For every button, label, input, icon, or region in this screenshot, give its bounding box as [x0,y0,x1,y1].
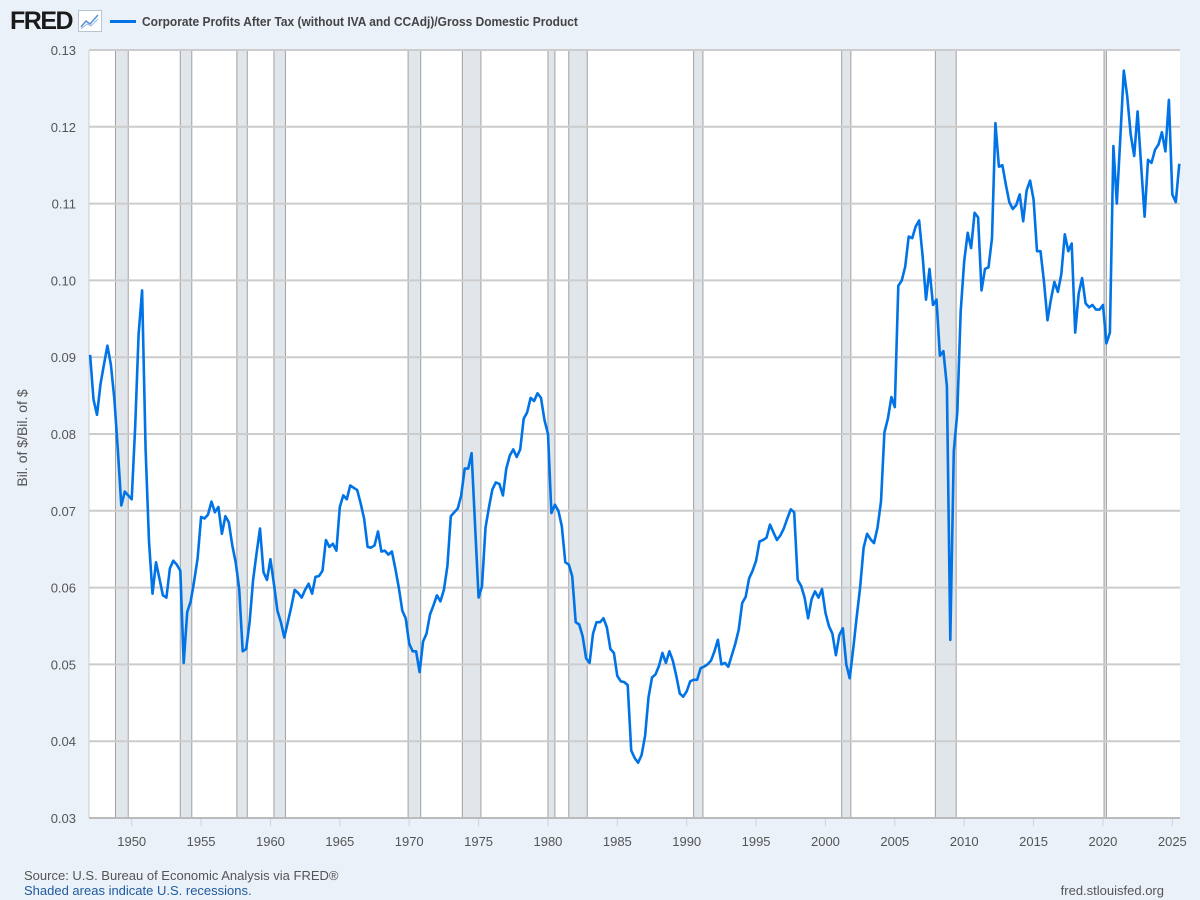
x-tick-label: 2025 [1158,834,1187,849]
x-tick-label: 1950 [117,834,146,849]
y-tick-label: 0.06 [51,581,76,596]
legend-swatch [110,19,137,23]
x-tick-label: 2010 [950,834,979,849]
x-tick-label: 1970 [395,834,424,849]
y-tick-label: 0.07 [51,504,76,519]
x-tick-label: 2000 [811,834,840,849]
x-tick-label: 1975 [464,834,493,849]
y-tick-label: 0.10 [51,273,76,288]
site-link[interactable]: fred.stlouisfed.org [1060,883,1164,898]
y-tick-label: 0.03 [51,811,76,826]
x-tick-label: 1990 [672,834,701,849]
x-tick-label: 2015 [1019,834,1048,849]
y-tick-label: 0.12 [51,120,76,135]
line-chart-icon[interactable] [78,10,103,32]
x-tick-label: 1985 [603,834,632,849]
fred-logo[interactable]: FRED [10,6,74,35]
recession-note: Shaded areas indicate U.S. recessions. [24,883,252,898]
x-tick-label: 2020 [1088,834,1117,849]
x-tick-label: 1965 [325,834,354,849]
source-note: Source: U.S. Bureau of Economic Analysis… [24,868,339,883]
y-tick-label: 0.09 [51,350,76,365]
x-tick-label: 1980 [533,834,562,849]
y-tick-label: 0.08 [51,427,76,442]
series-line[interactable] [88,69,1181,765]
y-tick-label: 0.13 [51,43,76,58]
y-tick-label: 0.05 [51,657,76,672]
x-tick-label: 1995 [742,834,771,849]
y-tick-label: 0.11 [52,197,76,212]
x-tick-label: 2005 [880,834,909,849]
y-tick-label: 0.04 [51,734,76,749]
y-axis-label: Bil. of $/Bil. of $ [14,389,30,487]
x-tick-label: 1960 [256,834,285,849]
x-tick-label: 1955 [187,834,216,849]
chart-header: FRED Corporate Profits After Tax (withou… [10,6,616,35]
legend-label[interactable]: Corporate Profits After Tax (without IVA… [142,13,578,29]
